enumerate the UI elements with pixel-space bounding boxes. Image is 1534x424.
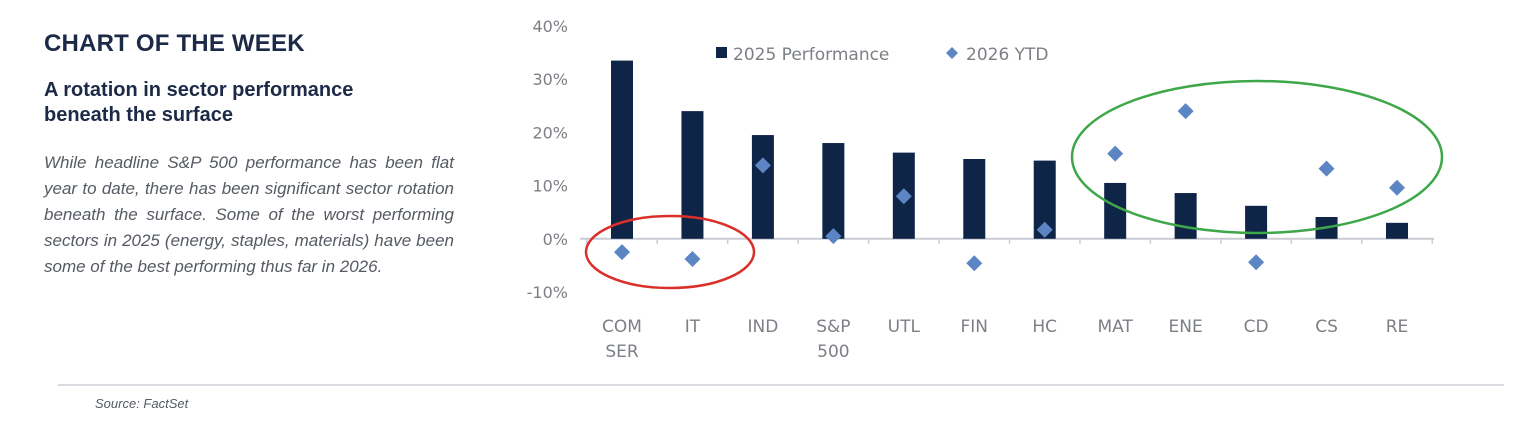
footer-divider [58,384,1504,386]
y-tick-label: 10% [532,177,568,196]
diamond-2026-ytd [1177,103,1194,120]
x-tick-label: S&P [816,317,850,337]
bar-2025-performance [822,143,845,239]
x-tick-label: SER [605,342,639,362]
diamond-2026-ytd [1036,221,1053,238]
diamond-2026-ytd [966,255,983,272]
body-paragraph: While headline S&P 500 performance has b… [44,153,454,276]
x-tick-label: ENE [1169,317,1203,337]
diamond-2026-ytd [754,157,771,174]
x-tick-label: COM [602,317,642,337]
bar-2025-performance [1104,182,1127,239]
legend-label-2026: 2026 YTD [966,45,1049,65]
legend-bar-swatch [716,47,727,58]
diamond-2026-ytd [614,244,630,261]
diamond-2026-ytd [825,228,842,245]
diamond-2026-ytd [1389,179,1405,196]
y-tick-label: 40% [532,17,568,36]
bar-2025-performance [1033,160,1056,239]
x-tick-label: MAT [1097,317,1133,337]
diamond-2026-ytd [895,188,912,205]
red-annotation-ellipse [584,214,756,290]
bar-2025-performance [1245,205,1268,239]
x-tick-label: 500 [817,342,849,362]
sector-performance-chart: -10% 0% 10% 20% 30% 40% COM SER IT IND S&P 500 UTL FI… [527,17,1444,362]
x-tick-label: CD [1244,317,1269,337]
source-note: Source: FactSet [95,396,189,411]
x-tick-label: FIN [961,317,989,337]
bar-2025-performance [751,135,774,239]
x-tick-label: RE [1386,317,1409,337]
text-panel: CHART OF THE WEEK A rotation in sector p… [44,30,454,280]
bar-2025-performance [611,60,633,239]
x-tick-label: IND [747,317,778,337]
legend-label-2025: 2025 Performance [733,45,889,65]
x-tick-label: HC [1032,317,1057,337]
y-tick-label: -10% [527,283,568,302]
x-tick-label: UTL [888,317,921,337]
diamond-2026-ytd [684,251,701,268]
headline-line-1: A rotation in sector performance [44,79,354,101]
diamond-2026-ytd [1248,254,1265,271]
bar-2025-performance [963,159,986,239]
diamond-2026-ytd [1318,160,1335,177]
bar-2025-performance [1174,193,1197,239]
kicker-title: CHART OF THE WEEK [44,30,305,57]
y-tick-label: 0% [543,230,568,249]
y-tick-label: 20% [532,123,568,142]
diamond-2026-ytd [1107,145,1124,162]
green-annotation-ellipse [1070,79,1444,235]
bar-2025-performance [681,111,704,239]
bar-2025-performance [1386,222,1408,239]
x-tick-label: IT [685,317,701,337]
legend-diamond-swatch [946,47,958,59]
y-tick-label: 30% [532,70,568,89]
x-tick-label: CS [1315,317,1338,337]
headline: A rotation in sector performance beneath… [44,78,454,128]
headline-line-2: beneath the surface [44,104,233,126]
